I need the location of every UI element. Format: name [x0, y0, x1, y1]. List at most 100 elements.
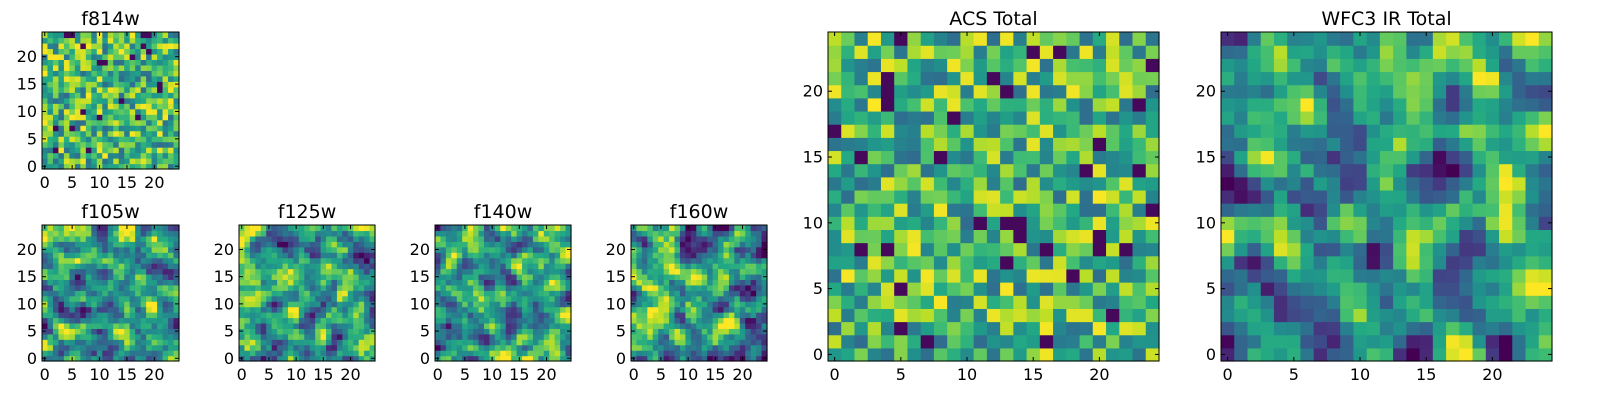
heatmap-cell	[255, 235, 262, 242]
heatmap-cell	[42, 268, 49, 275]
heatmap-cell	[287, 295, 294, 302]
heatmap-cell	[271, 268, 278, 275]
heatmap-cell	[652, 333, 659, 340]
heatmap-cell	[162, 230, 169, 237]
heatmap-cell	[47, 284, 54, 291]
heatmap-cell	[85, 241, 92, 248]
heatmap-cell	[282, 328, 289, 335]
heatmap-cell	[63, 295, 70, 302]
heatmap-cell	[674, 295, 681, 302]
heatmap-cell	[712, 339, 719, 346]
heatmap-cell	[113, 284, 120, 291]
heatmap-cell	[135, 97, 142, 104]
heatmap-cell	[168, 147, 175, 154]
heatmap-cell	[47, 158, 54, 165]
heatmap-cell	[63, 257, 70, 264]
heatmap-cell	[854, 189, 869, 204]
heatmap-cell	[157, 147, 164, 154]
heatmap-cell	[91, 230, 98, 237]
heatmap-cell	[1287, 282, 1302, 296]
heatmap-cell	[140, 339, 147, 346]
heatmap-cell	[304, 273, 311, 280]
heatmap-cell	[85, 263, 92, 270]
heatmap-cell	[1340, 58, 1354, 73]
heatmap-cell	[129, 141, 136, 148]
x-tick-label: 10	[286, 365, 306, 384]
axes-frame	[827, 31, 1160, 362]
heatmap-cell	[489, 235, 496, 242]
heatmap-cell	[91, 355, 98, 362]
heatmap-cell	[282, 230, 289, 237]
heatmap-cell	[1066, 45, 1081, 59]
heatmap-cell	[554, 225, 561, 232]
axes-frame	[41, 224, 180, 362]
heatmap-cell	[652, 290, 659, 297]
heatmap-cell	[462, 235, 469, 242]
heatmap-cell	[712, 344, 719, 351]
heatmap-cell	[85, 344, 92, 351]
heatmap-cell	[527, 328, 534, 335]
heatmap-cell	[1092, 124, 1107, 138]
heatmap-cell	[718, 257, 725, 264]
heatmap-cell	[358, 246, 365, 253]
heatmap-cell	[723, 350, 730, 357]
heatmap-cell	[266, 252, 273, 259]
heatmap-cell	[1234, 84, 1249, 99]
heatmap-cell	[69, 136, 76, 143]
heatmap-cell	[549, 306, 556, 313]
heatmap-cell	[255, 339, 262, 346]
heatmap-cell	[867, 203, 882, 217]
heatmap-cell	[118, 312, 125, 319]
heatmap-cell	[907, 97, 922, 112]
heatmap-cell	[107, 32, 114, 39]
heatmap-cell	[707, 350, 714, 357]
heatmap-cell	[47, 344, 54, 351]
heatmap-cell	[1459, 176, 1474, 191]
heatmap-cell	[647, 328, 654, 335]
heatmap-cell	[85, 92, 92, 99]
heatmap-cell	[532, 263, 539, 270]
heatmap-cell	[168, 344, 175, 351]
heatmap-cell	[841, 203, 856, 217]
heatmap-cell	[1366, 347, 1381, 362]
heatmap-cell	[728, 350, 735, 357]
heatmap-cell	[249, 322, 256, 329]
heatmap-cell	[1000, 229, 1014, 244]
heatmap-cell	[761, 241, 768, 248]
heatmap-cell	[1313, 163, 1328, 178]
heatmap-cell	[42, 312, 49, 319]
heatmap-cell	[124, 141, 131, 148]
heatmap-cell	[1273, 268, 1288, 283]
heatmap-cell	[74, 130, 81, 137]
heatmap-cell	[658, 339, 665, 346]
heatmap-cell	[96, 312, 103, 319]
heatmap-cell	[1512, 334, 1527, 349]
heatmap-cell	[320, 322, 327, 329]
heatmap-cell	[102, 75, 109, 82]
heatmap-cell	[1145, 242, 1160, 257]
heatmap-cell	[1145, 124, 1160, 138]
heatmap-cell	[102, 108, 109, 115]
heatmap-cell	[168, 268, 175, 275]
heatmap-cell	[107, 147, 114, 154]
heatmap-cell	[1000, 32, 1014, 46]
heatmap-cell	[320, 295, 327, 302]
heatmap-cell	[260, 273, 267, 280]
heatmap-cell	[69, 241, 76, 248]
heatmap-cell	[933, 110, 948, 125]
heatmap-cell	[1313, 216, 1328, 230]
heatmap-cell	[255, 344, 262, 351]
heatmap-cell	[986, 189, 1001, 204]
panel-title: f814w	[81, 8, 140, 30]
heatmap-cell	[435, 235, 442, 242]
heatmap-cell	[287, 241, 294, 248]
heatmap-cell	[80, 284, 87, 291]
heatmap-cell	[162, 136, 169, 143]
heatmap-cell	[63, 97, 70, 104]
heatmap-cell	[146, 257, 153, 264]
heatmap-cell	[107, 59, 114, 66]
heatmap-cell	[707, 268, 714, 275]
heatmap-cell	[1300, 150, 1315, 165]
heatmap-cell	[113, 225, 120, 232]
heatmap-cell	[701, 225, 708, 232]
